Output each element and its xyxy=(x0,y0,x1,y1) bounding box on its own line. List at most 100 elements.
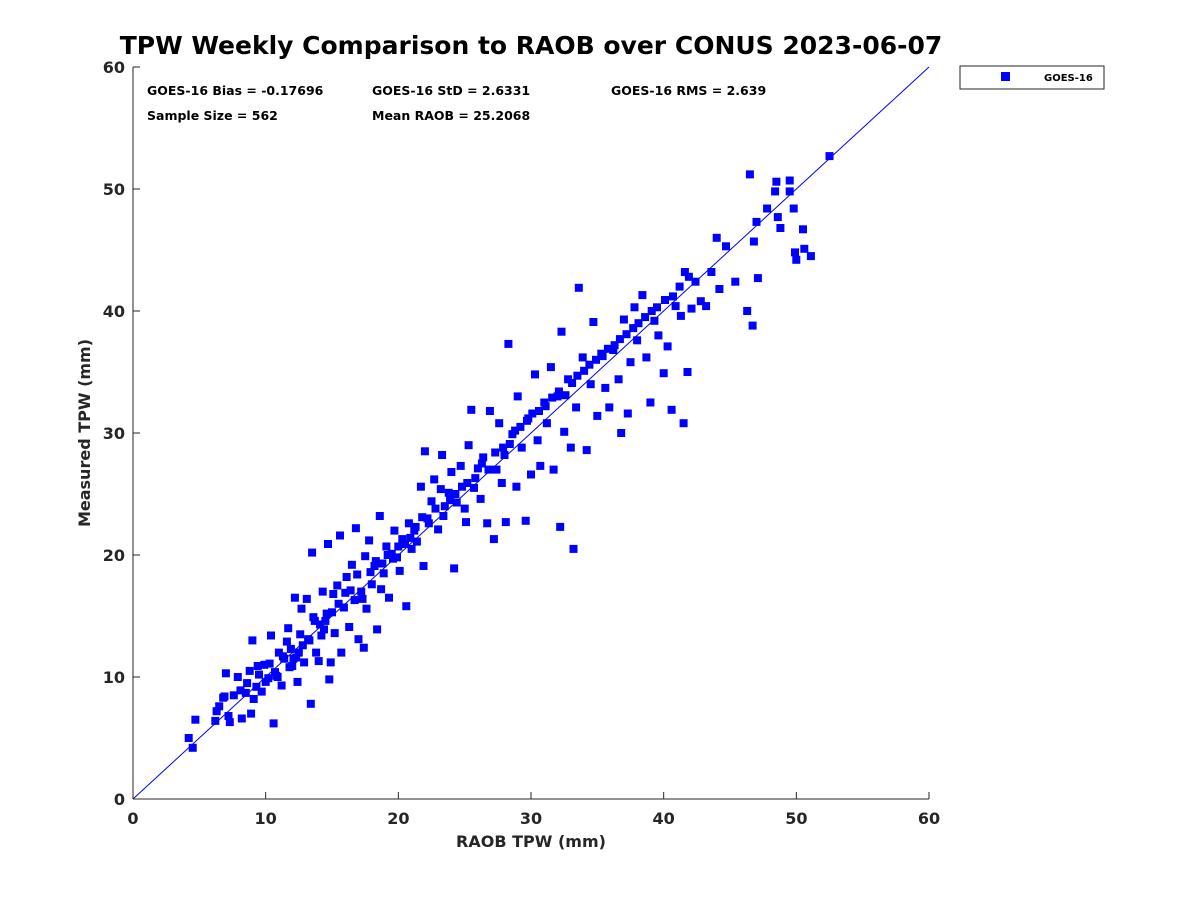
data-point xyxy=(286,644,295,653)
y-ticks: 0 10 20 30 40 50 60 xyxy=(103,58,140,809)
data-point xyxy=(569,544,578,553)
stat-sample-size: Sample Size = 562 xyxy=(147,108,278,123)
data-point xyxy=(511,426,520,435)
data-point xyxy=(350,596,359,605)
data-point xyxy=(255,670,263,679)
data-point xyxy=(357,587,366,596)
stat-rms: GOES-16 RMS = 2.639 xyxy=(611,83,766,98)
data-point xyxy=(330,629,339,638)
data-point xyxy=(752,217,761,226)
data-point xyxy=(535,407,543,415)
data-point xyxy=(419,562,428,570)
data-point xyxy=(458,482,466,491)
x-tick-label: 20 xyxy=(387,809,409,828)
data-point xyxy=(390,526,399,535)
data-point xyxy=(306,699,315,708)
data-point xyxy=(310,616,319,625)
data-point xyxy=(707,268,716,276)
data-point xyxy=(224,712,233,720)
data-point xyxy=(527,470,535,479)
data-point xyxy=(407,544,416,553)
data-point xyxy=(236,686,245,695)
data-point xyxy=(615,335,624,344)
data-point xyxy=(444,488,453,497)
data-point xyxy=(531,370,539,379)
data-point xyxy=(653,303,661,312)
data-point xyxy=(776,224,785,232)
data-point xyxy=(464,441,473,450)
x-axis-label: RAOB TPW (mm) xyxy=(456,832,606,851)
data-point xyxy=(359,643,368,652)
data-point xyxy=(592,355,600,364)
data-point xyxy=(603,344,612,353)
data-point xyxy=(473,464,482,473)
data-point xyxy=(375,512,384,520)
data-point xyxy=(663,342,672,351)
stat-mean-raob: Mean RAOB = 25.2068 xyxy=(372,108,530,123)
data-point xyxy=(420,447,429,456)
data-point xyxy=(589,318,598,326)
data-point xyxy=(346,586,355,595)
x-tick-label: 60 xyxy=(918,809,940,828)
data-point xyxy=(371,557,380,566)
data-point xyxy=(557,327,566,336)
data-point xyxy=(585,360,594,369)
data-point xyxy=(541,402,550,411)
data-point xyxy=(385,593,393,602)
data-point xyxy=(702,302,711,311)
data-point xyxy=(634,319,643,328)
y-tick-label: 50 xyxy=(103,180,125,199)
data-points xyxy=(184,152,834,752)
data-point xyxy=(501,518,510,527)
data-point xyxy=(614,375,623,384)
data-point xyxy=(370,562,379,570)
y-axis-label: Measured TPW (mm) xyxy=(75,339,94,527)
data-point xyxy=(431,504,440,513)
data-point xyxy=(605,403,614,412)
data-point xyxy=(642,353,651,362)
data-point xyxy=(593,411,602,420)
x-tick-label: 0 xyxy=(127,809,138,828)
data-point xyxy=(430,475,439,484)
data-point xyxy=(326,658,335,667)
data-point xyxy=(650,316,659,325)
data-point xyxy=(452,498,461,507)
data-point xyxy=(237,714,246,723)
data-point xyxy=(517,443,526,452)
data-point xyxy=(556,522,565,531)
data-point xyxy=(361,552,370,561)
legend-marker xyxy=(1001,72,1010,81)
data-point xyxy=(243,679,252,688)
data-point xyxy=(521,516,530,525)
data-point xyxy=(418,513,427,522)
data-point xyxy=(373,625,382,634)
data-point xyxy=(580,366,589,375)
x-tick-label: 30 xyxy=(520,809,542,828)
data-point xyxy=(318,587,327,596)
data-point xyxy=(572,403,581,412)
data-point xyxy=(320,625,328,634)
data-point xyxy=(321,616,330,625)
y-tick-label: 40 xyxy=(103,302,125,321)
data-point xyxy=(623,409,632,418)
data-point xyxy=(561,391,570,400)
data-point xyxy=(401,540,409,548)
data-point xyxy=(505,440,514,448)
legend-box xyxy=(959,65,1105,90)
data-point xyxy=(247,709,256,718)
data-point xyxy=(622,330,631,339)
data-point xyxy=(424,519,433,528)
data-point xyxy=(477,459,486,468)
data-point xyxy=(337,648,346,657)
plot-area: 0 10 20 30 40 50 60 0 10 20 30 40 50 60 xyxy=(103,58,940,828)
data-point xyxy=(339,603,348,612)
x-tick-label: 50 xyxy=(785,809,807,828)
data-point xyxy=(715,285,724,293)
data-point xyxy=(436,485,445,494)
data-point xyxy=(342,573,351,581)
data-point xyxy=(404,519,413,528)
data-point xyxy=(523,416,531,425)
data-point xyxy=(679,419,688,428)
data-point xyxy=(553,392,562,401)
